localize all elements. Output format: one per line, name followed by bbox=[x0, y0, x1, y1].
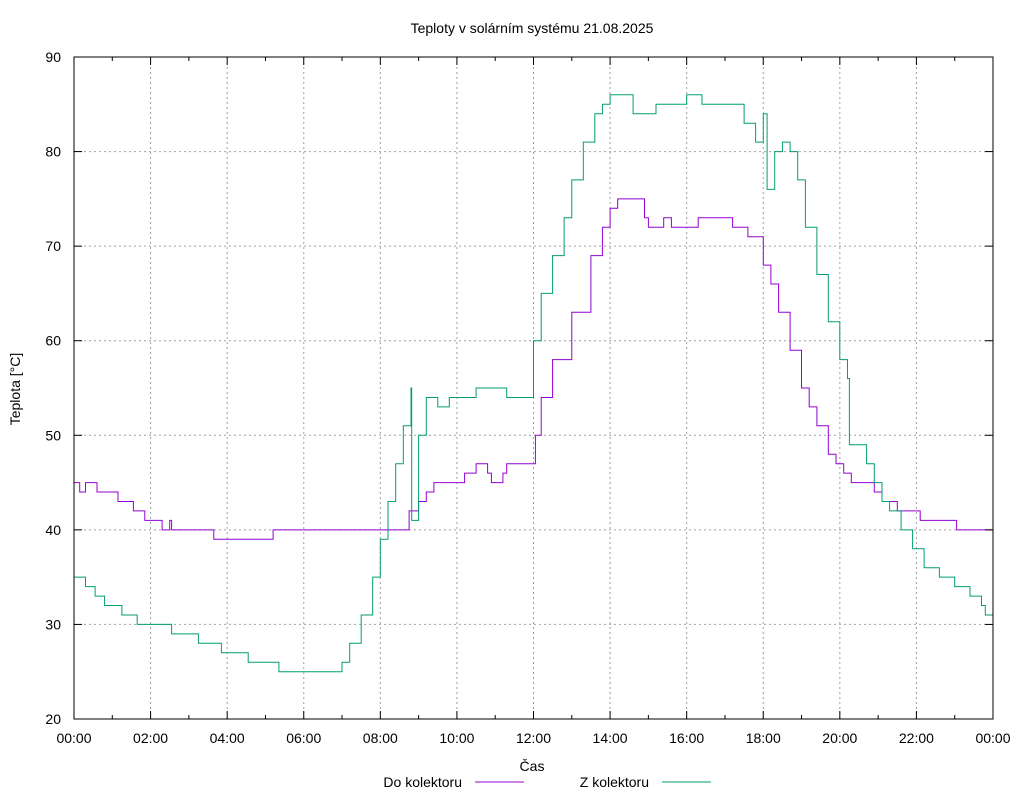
series-lines bbox=[74, 94, 994, 673]
y-tick-label: 80 bbox=[45, 144, 61, 160]
x-axis-label: Čas bbox=[520, 758, 545, 774]
x-tick-label: 00:00 bbox=[975, 730, 1010, 746]
y-tick-label: 90 bbox=[45, 49, 61, 65]
axis-ticks: 20 30 40 50 60 70 80 90 00:00 02:00 04:00 06:00 08:0… bbox=[45, 49, 1010, 746]
legend-label-do-kolektoru: Do kolektoru bbox=[383, 774, 462, 790]
x-tick-label: 00:00 bbox=[56, 730, 91, 746]
y-tick-label: 70 bbox=[45, 238, 61, 254]
series-line-do-kolektoru bbox=[74, 198, 993, 540]
x-tick-label: 14:00 bbox=[593, 730, 628, 746]
y-tick-label: 30 bbox=[45, 616, 61, 632]
x-tick-label: 08:00 bbox=[363, 730, 398, 746]
x-tick-label: 20:00 bbox=[822, 730, 857, 746]
x-tick-label: 10:00 bbox=[439, 730, 474, 746]
legend-label-z-kolektoru: Z kolektoru bbox=[580, 774, 649, 790]
x-tick-label: 18:00 bbox=[746, 730, 781, 746]
chart-title: Teploty v solárním systému 21.08.2025 bbox=[411, 20, 654, 36]
x-tick-label: 06:00 bbox=[286, 730, 321, 746]
y-axis-label: Teplota [°C] bbox=[7, 353, 23, 426]
x-tick-label: 16:00 bbox=[669, 730, 704, 746]
series-line-z-kolektoru bbox=[74, 94, 994, 673]
x-tick-label: 22:00 bbox=[899, 730, 934, 746]
y-tick-label: 40 bbox=[45, 522, 61, 538]
y-tick-label: 20 bbox=[45, 711, 61, 727]
x-tick-label: 02:00 bbox=[133, 730, 168, 746]
y-tick-label: 60 bbox=[45, 333, 61, 349]
x-tick-label: 04:00 bbox=[210, 730, 245, 746]
legend: Do kolektoru Z kolektoru bbox=[383, 774, 711, 790]
y-tick-label: 50 bbox=[45, 427, 61, 443]
x-tick-label: 12:00 bbox=[516, 730, 551, 746]
